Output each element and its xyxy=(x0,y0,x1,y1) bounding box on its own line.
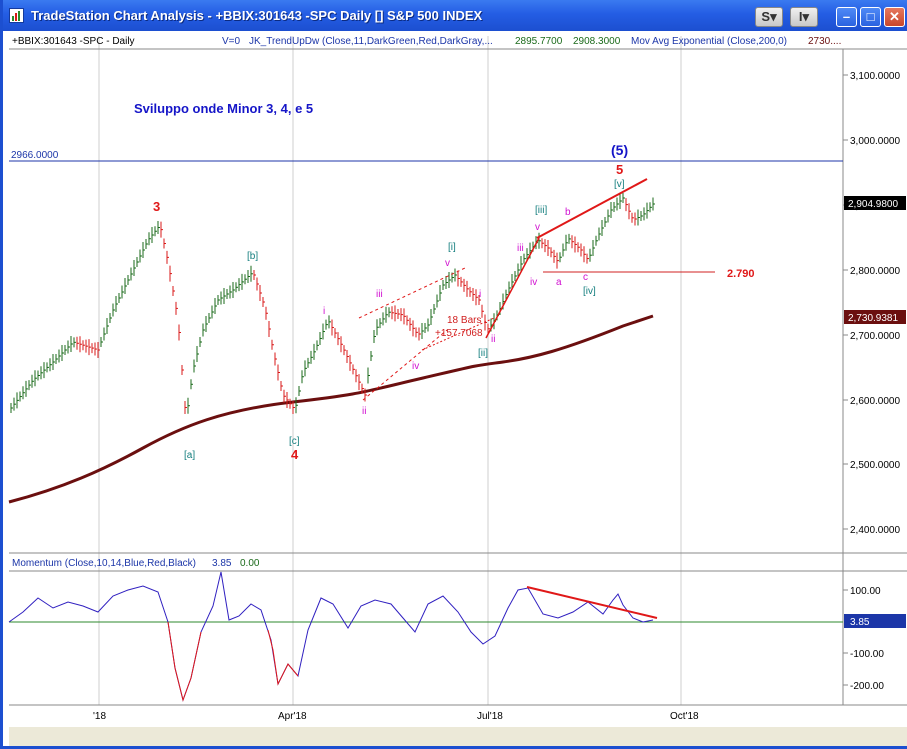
wave-label-i: i xyxy=(323,306,325,317)
chart-area[interactable]: +BBIX:301643 -SPC - Daily V=0 JK_TrendUp… xyxy=(6,31,907,746)
last-price-badge xyxy=(844,196,906,210)
wave-label-minute-iii: [iii] xyxy=(535,205,547,216)
wave-label-sub-i: i xyxy=(479,289,481,300)
momentum-divergence-line[interactable] xyxy=(526,586,658,619)
resistance-label: 2966.0000 xyxy=(11,150,59,161)
symbol-label: +BBIX:301643 -SPC - Daily xyxy=(12,36,135,47)
wave-label-sub-v: v xyxy=(535,222,540,233)
ema-value: 2,730.9381 xyxy=(848,313,898,324)
s-button-label: S xyxy=(761,9,771,24)
price-tick-label: 2,400.0000 xyxy=(850,525,900,536)
s-dropdown-button[interactable]: S▾ xyxy=(755,7,783,27)
wave-label-4: 4 xyxy=(291,447,299,462)
momentum-tick-label: -200.00 xyxy=(850,681,884,692)
date-label: '18 xyxy=(93,711,106,722)
indicator1-value1: 2895.7700 xyxy=(515,36,563,47)
i-button-label: I xyxy=(798,9,803,24)
app-icon xyxy=(9,8,24,23)
wave-label-minute-ii: [ii] xyxy=(478,348,488,359)
bars-count-label: 18 Bars xyxy=(447,315,481,326)
momentum-last-badge xyxy=(844,614,906,628)
wave-label-sub-iv: iv xyxy=(530,277,537,288)
last-price-value: 2,904.9800 xyxy=(848,199,898,210)
wave-label-3: 3 xyxy=(153,199,160,214)
date-axis: '18 Apr'18 Jul'18 Oct'18 xyxy=(93,711,699,722)
price-axis: 3,100.0000 3,000.0000 2,900.0000 2,800.0… xyxy=(850,71,900,536)
wave-label-b-paren: b xyxy=(565,207,571,218)
price-tick-label: 2,800.0000 xyxy=(850,266,900,277)
v0-label: V=0 xyxy=(222,36,241,47)
momentum-label: Momentum (Close,10,14,Blue,Red,Black) xyxy=(12,558,196,569)
date-label: Jul'18 xyxy=(477,711,503,722)
indicator1-value2: 2908.3000 xyxy=(573,36,621,47)
wave-label-iii: iii xyxy=(376,289,383,300)
indicator2-label: Mov Avg Exponential (Close,200,0) xyxy=(631,36,787,47)
momentum-last-value: 3.85 xyxy=(850,617,870,628)
date-label: Oct'18 xyxy=(670,711,699,722)
wave-label-c-paren: c xyxy=(583,272,588,283)
measure-line[interactable] xyxy=(421,317,495,351)
window-title: TradeStation Chart Analysis - +BBIX:3016… xyxy=(31,8,483,23)
indicator1-label: JK_TrendUpDw (Close,11,DarkGreen,Red,Dar… xyxy=(249,36,493,47)
chart-annotation-title: Sviluppo onde Minor 3, 4, e 5 xyxy=(134,101,313,116)
wave-label-v: v xyxy=(445,258,450,269)
channel-line-dashed-lower[interactable] xyxy=(362,329,448,401)
momentum-line-red-segment xyxy=(167,621,202,702)
maximize-icon: □ xyxy=(866,9,875,24)
support-level-label: 2.790 xyxy=(727,268,755,280)
wave-label-a-paren: a xyxy=(556,277,562,288)
minimize-button[interactable]: – xyxy=(836,7,857,27)
close-icon: ✕ xyxy=(889,9,900,24)
price-tick-label: 2,500.0000 xyxy=(850,460,900,471)
price-tick-marks xyxy=(843,74,848,530)
grid-lines xyxy=(98,36,682,705)
status-bar xyxy=(9,727,907,746)
points-gain-label: +157.7068 xyxy=(435,328,483,339)
momentum-axis: 100.00 -100.00 -200.00 xyxy=(843,586,884,692)
wave-label-5: 5 xyxy=(616,162,623,177)
date-label: Apr'18 xyxy=(278,711,307,722)
price-tick-label: 2,700.0000 xyxy=(850,331,900,342)
price-tick-label: 3,100.0000 xyxy=(850,71,900,82)
panel-frames xyxy=(9,48,907,706)
wave-label-minute-v: [v] xyxy=(614,179,625,190)
maximize-button[interactable]: □ xyxy=(860,7,881,27)
wave-label-c: [c] xyxy=(289,436,300,447)
wave-label-b: [b] xyxy=(247,251,258,262)
wave-label-ii: ii xyxy=(362,406,366,417)
close-button[interactable]: ✕ xyxy=(884,7,905,27)
momentum-line xyxy=(8,571,654,702)
trend-line-upper[interactable] xyxy=(536,178,648,239)
wave-label-5-paren: (5) xyxy=(611,142,628,158)
minimize-icon: – xyxy=(842,9,851,24)
wave-label-a: [a] xyxy=(184,450,195,461)
price-tick-label: 2,600.0000 xyxy=(850,396,900,407)
momentum-line-red-segment xyxy=(267,629,299,686)
trend-line-impulse[interactable] xyxy=(485,237,540,339)
momentum-value: 3.85 xyxy=(212,558,232,569)
wave-labels: 3 [a] [b] [c] 4 i ii iii iv v [i] [ii] i… xyxy=(153,142,628,462)
price-chart-svg[interactable]: +BBIX:301643 -SPC - Daily V=0 JK_TrendUp… xyxy=(6,31,907,746)
wave-label-minute-i: [i] xyxy=(448,242,456,253)
momentum-tick-label: 100.00 xyxy=(850,586,881,597)
price-tick-label: 3,000.0000 xyxy=(850,136,900,147)
indicator2-value: 2730.... xyxy=(808,36,841,47)
wave-label-iv: iv xyxy=(412,361,419,372)
ema-200-line xyxy=(8,314,654,504)
wave-label-sub-ii: ii xyxy=(491,334,495,345)
momentum-tick-label: -100.00 xyxy=(850,649,884,660)
ema-value-badge xyxy=(844,310,906,324)
price-bars xyxy=(10,193,655,414)
momentum-zero: 0.00 xyxy=(240,558,260,569)
i-dropdown-button[interactable]: I▾ xyxy=(790,7,818,27)
title-bar[interactable]: TradeStation Chart Analysis - +BBIX:3016… xyxy=(3,0,907,31)
wave-label-sub-iii: iii xyxy=(517,243,524,254)
channel-line-dashed-upper[interactable] xyxy=(358,267,466,319)
wave-label-minute-iv: [iv] xyxy=(583,286,596,297)
